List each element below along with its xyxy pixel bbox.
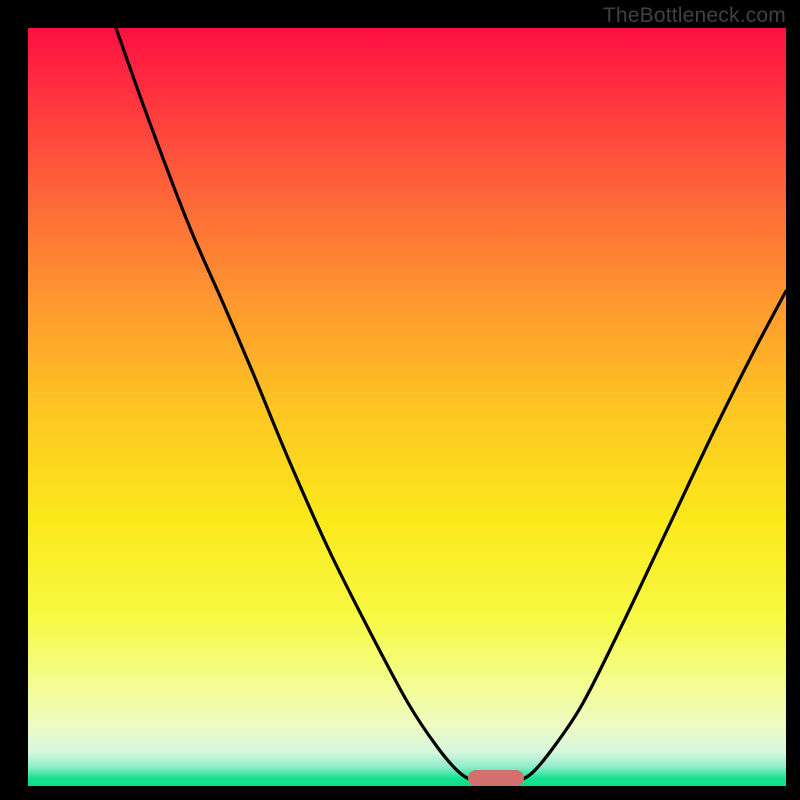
minimum-marker (468, 770, 524, 786)
chart-container: { "watermark": { "text": "TheBottleneck.… (0, 0, 800, 800)
watermark-text: TheBottleneck.com (603, 4, 786, 28)
curve-path (116, 28, 786, 782)
plot-area (28, 28, 786, 786)
bottleneck-curve (28, 28, 786, 786)
